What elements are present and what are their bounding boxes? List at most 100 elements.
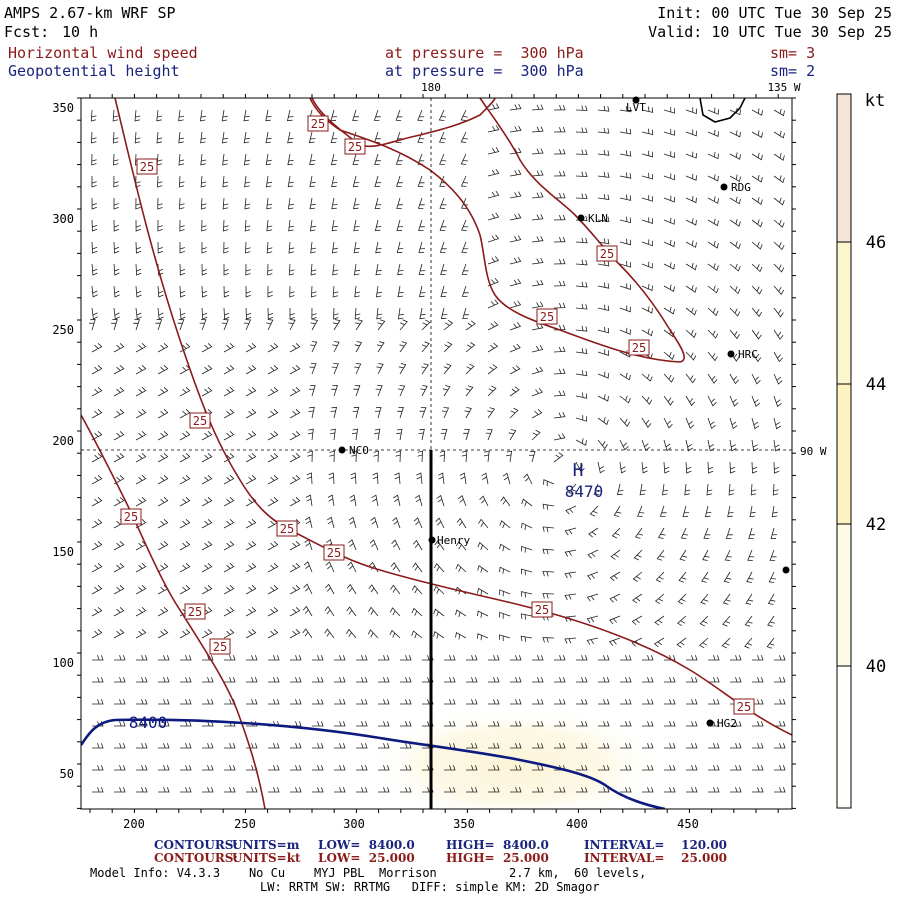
wind-barb [307,428,314,441]
wind-barb [598,699,610,705]
wind-barb [677,615,687,627]
y-tick-label: 300 [52,212,74,226]
wind-barb [377,319,386,331]
wind-barb [135,343,147,353]
wind-barb [378,787,390,793]
wind-barb [597,149,610,156]
wind-barb [444,721,456,727]
contour2-high: HIGH= 25.000 [446,851,549,865]
contour1-label: CONTOURS: [154,838,238,852]
wind-barb [773,439,781,452]
wind-barb [350,472,357,485]
wind-barb [223,241,229,254]
wind-barb [157,629,169,639]
wind-barb [619,439,629,451]
wind-barb [324,606,335,617]
wind-barb [641,395,653,405]
wind-barb [417,450,424,463]
wind-barb [267,263,273,276]
svg-text:25: 25 [124,510,138,524]
wind-barb [135,431,147,441]
wind-barb [531,104,544,111]
wind-barb [641,239,653,247]
wind-barb [707,196,719,204]
wind-barb [347,561,357,573]
wind-barb [178,153,185,166]
wind-barb [686,743,698,749]
wind-barb [265,131,272,144]
wind-barb [444,765,456,771]
wind-barb [531,214,544,221]
wind-barb [378,699,390,705]
wind-barb [707,439,715,452]
wind-barb [136,765,148,771]
svg-text:25: 25 [213,640,227,654]
wind-barb [751,263,763,273]
wind-barb [488,765,500,771]
wind-barb [751,219,763,228]
wind-barb [92,699,104,705]
wind-barb [288,219,295,232]
wind-barb [576,655,588,661]
wind-barb [222,153,229,166]
wind-barb [133,319,140,331]
wind-barb [373,109,381,121]
wind-barb [312,721,324,727]
wind-barb [376,307,383,320]
wind-barb [267,453,279,463]
wind-barb [346,606,357,617]
wind-barb [157,607,169,617]
wind-barb [433,631,445,639]
wind-barb [641,195,653,202]
wind-barb [245,519,257,529]
wind-barb [310,319,319,331]
lon-label-180: 180 [421,81,441,94]
wind-barb [751,307,763,318]
wind-barb [289,585,301,595]
wind-barb [641,306,653,314]
wind-barb [91,453,103,463]
wind-barb [113,285,120,298]
wind-barb [290,743,302,749]
wind-barb [461,263,469,275]
wind-barb [223,607,235,617]
wind-barb [664,787,676,793]
wind-barb [157,285,164,298]
wind-barb [289,387,301,397]
wind-barb [390,562,401,573]
wind-barb [312,699,324,705]
wind-barb [575,461,585,473]
wind-barb [158,699,170,705]
wind-barb [477,587,489,596]
wind-barb [701,571,709,583]
wind-barb [376,341,385,353]
wind-barb [305,516,313,529]
wind-barb [769,549,777,561]
wind-barb [265,153,272,166]
wind-barb [729,461,736,474]
wind-barb [267,387,279,397]
wind-barb [481,472,489,485]
wind-barb [663,439,672,452]
wind-barb [433,608,445,617]
wind-barb [287,131,294,144]
wind-barb [89,319,96,331]
wind-barb [575,325,588,332]
wind-barb [597,194,610,200]
wind-barb [707,129,719,137]
wind-barb [564,549,577,557]
wind-barb [520,591,533,598]
wind-barb [774,699,786,705]
wind-barb [199,319,207,331]
wind-barb [502,472,511,485]
wind-barb [465,342,476,353]
wind-barb [312,787,324,793]
wind-barb [706,483,713,496]
x-axis: 200 250 300 350 400 450 [123,817,699,831]
wind-barb [509,169,522,177]
wind-barb [704,505,712,518]
wind-speed-shading [365,705,665,809]
wind-barb [158,721,170,727]
wind-barb [92,655,104,661]
wind-barb [751,439,759,452]
